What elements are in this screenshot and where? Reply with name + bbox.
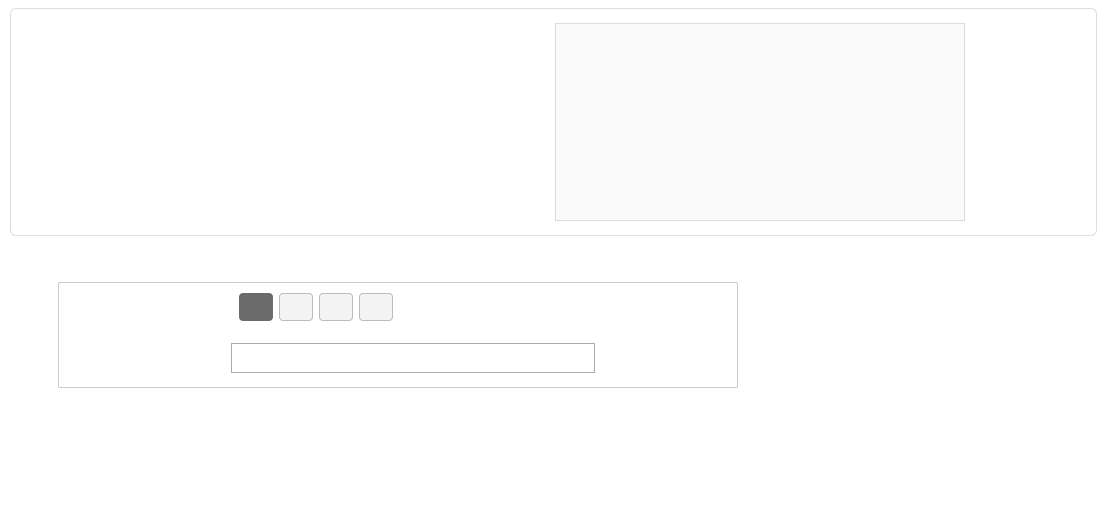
subsup-button[interactable] [319, 293, 353, 321]
equation-toolbar [59, 283, 737, 331]
greek-button[interactable] [279, 293, 313, 321]
answer-input[interactable] [231, 343, 595, 373]
answer-panel [58, 282, 738, 388]
beam-figure [555, 23, 965, 221]
reset-button[interactable] [489, 293, 523, 321]
redo-button[interactable] [449, 293, 483, 321]
undo-button[interactable] [409, 293, 443, 321]
answer-row [59, 331, 737, 387]
beam-svg [556, 24, 966, 222]
part-body [58, 282, 1107, 388]
part-a-section [32, 264, 1107, 388]
problem-text [25, 23, 535, 25]
keyboard-button[interactable] [529, 293, 563, 321]
templates-button[interactable] [239, 293, 273, 321]
vec-button[interactable] [359, 293, 393, 321]
help-button[interactable] [569, 293, 603, 321]
problem-statement-box [10, 8, 1097, 236]
